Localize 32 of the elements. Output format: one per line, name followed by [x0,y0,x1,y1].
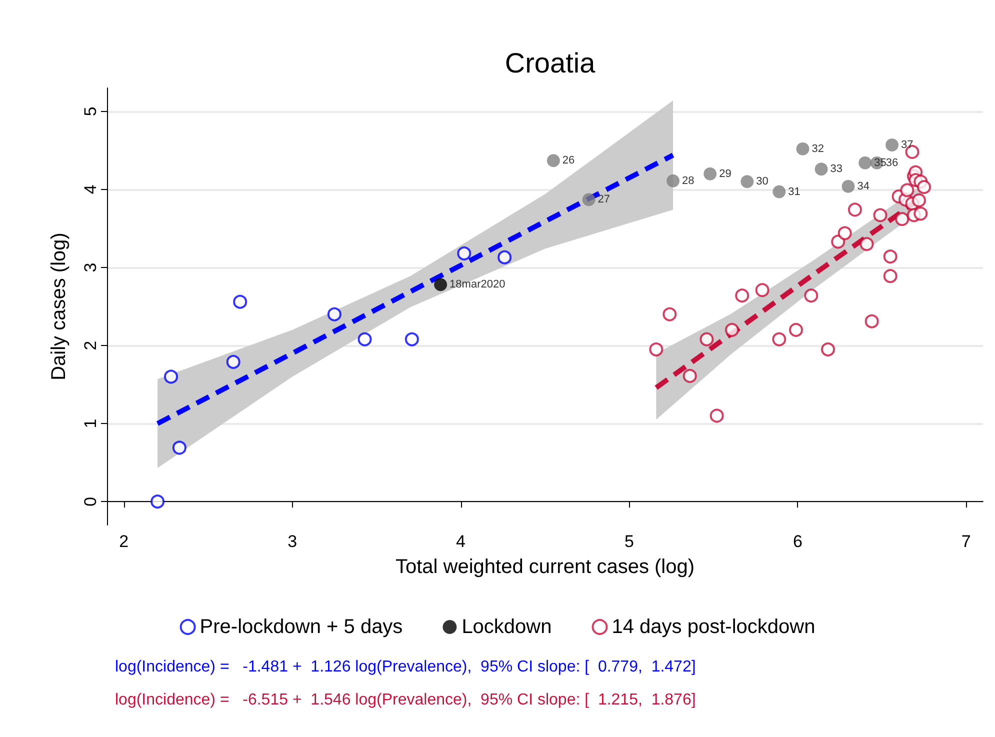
x-tick-label: 2 [119,532,129,551]
x-axis-title: Total weighted current cases (log) [395,556,695,578]
y-tick-label: 5 [81,106,100,116]
chart-title: Croatia [504,48,596,78]
annotation: 34 [857,180,870,192]
text: log(Incidence) = -1.481 + 1.126 log(Prevalence), 95% CI slope: [ 0.779, 1.472] [115,658,696,676]
y-tick-label: 3 [81,262,100,272]
x-tick-label: 5 [624,532,634,551]
annotation: 30 [756,176,768,188]
annotation: 28 [682,174,694,187]
text: log(Incidence) = -6.515 + 1.546 log(Prevalence), 95% CI slope: [ 1.215, 1.876] [115,692,696,708]
annotation: 37 [901,138,914,151]
legend-label: Lockdown [462,616,552,638]
annotation: 32 [812,142,824,155]
x-tick-label: 4 [456,532,466,551]
annotation: 33 [830,163,843,176]
annotation: 29 [719,168,732,180]
annotation: 26 [562,154,575,167]
y-axis-title: Daily cases (log) [48,232,70,380]
y-tick-label: 1 [81,418,100,428]
x-tick-label: 7 [961,532,971,551]
y-tick-label: 2 [81,340,100,350]
y-tick-label: 0 [81,496,100,506]
y-tick-label: 4 [81,184,100,194]
x-tick-label: 3 [288,532,298,551]
legend-label: Pre-lockdown + 5 days [200,616,403,638]
annotation: 27 [598,194,610,206]
annotation: 36 [886,156,898,169]
legend-label: 14 days post-lockdown [612,616,816,638]
annotation: 31 [788,186,800,198]
annotation: 18mar2020 [450,278,506,291]
x-tick-label: 6 [792,532,802,551]
